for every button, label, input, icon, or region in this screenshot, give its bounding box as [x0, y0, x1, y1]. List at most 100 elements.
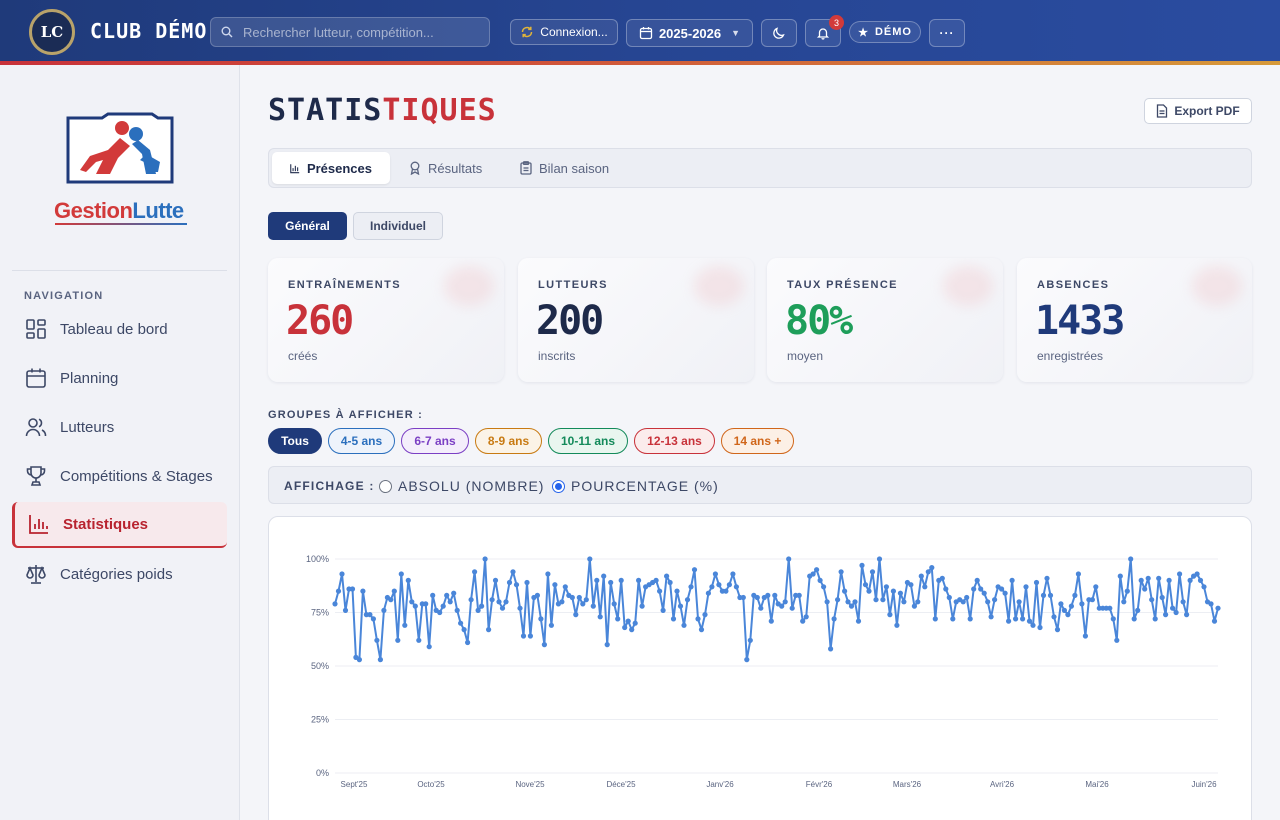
- data-point: [890, 588, 897, 594]
- data-point: [988, 614, 994, 620]
- group-chip-14-plus[interactable]: 14 ans +: [721, 428, 794, 454]
- club-logo[interactable]: LC: [29, 9, 75, 55]
- data-point: [1058, 601, 1064, 607]
- sidebar-item-planning[interactable]: Planning: [12, 355, 227, 401]
- data-point: [901, 599, 907, 605]
- more-menu-button[interactable]: ···: [929, 19, 965, 47]
- data-point: [932, 616, 938, 622]
- data-point: [1093, 584, 1099, 590]
- data-point: [524, 579, 530, 586]
- display-mode-bar: AFFICHAGE : ABSOLU (NOMBRE) POURCENTAGE …: [268, 466, 1252, 504]
- sidebar-item-label: Statistiques: [63, 515, 149, 533]
- data-point: [597, 614, 603, 620]
- stat-card-sub: enregistrées: [1037, 349, 1104, 363]
- connection-label: Connexion...: [540, 25, 608, 39]
- data-point: [1065, 612, 1071, 618]
- data-point: [1156, 575, 1162, 581]
- data-point: [499, 605, 506, 611]
- export-pdf-button[interactable]: Export PDF: [1144, 98, 1252, 124]
- y-tick-label: 50%: [311, 661, 329, 671]
- data-point: [506, 579, 513, 586]
- data-point: [335, 588, 342, 594]
- data-point: [482, 556, 488, 562]
- data-point: [946, 594, 952, 601]
- data-point: [1044, 575, 1050, 581]
- card-glow: [943, 266, 993, 306]
- page-title-part1: STATIS: [268, 93, 383, 128]
- group-chip-all[interactable]: Tous: [268, 428, 322, 454]
- group-chip-12-13[interactable]: 12-13 ans: [634, 428, 715, 454]
- data-point: [971, 586, 977, 592]
- brand-name-part2: Lutte: [132, 198, 184, 223]
- stat-card-absences: ABSENCES 1433 enregistrées: [1017, 258, 1252, 382]
- group-chip-6-7[interactable]: 6-7 ans: [401, 428, 469, 454]
- sidebar-item-competitions[interactable]: Compétitions & Stages: [12, 453, 227, 499]
- data-point: [848, 603, 855, 609]
- data-point: [1184, 612, 1190, 618]
- data-point: [1023, 584, 1029, 590]
- data-point: [465, 639, 471, 646]
- tab-presences[interactable]: Présences: [272, 152, 390, 184]
- sidebar-item-weight-categories[interactable]: Catégories poids: [12, 551, 227, 597]
- data-point: [709, 584, 715, 590]
- data-point: [1117, 573, 1123, 579]
- data-point: [447, 599, 453, 605]
- data-point: [981, 590, 987, 596]
- data-point: [1002, 590, 1008, 596]
- group-chip-8-9[interactable]: 8-9 ans: [475, 428, 542, 454]
- group-chip-4-5[interactable]: 4-5 ans: [328, 428, 395, 454]
- group-chip-10-11[interactable]: 10-11 ans: [548, 428, 628, 454]
- data-point: [454, 607, 460, 613]
- connection-button[interactable]: Connexion...: [510, 19, 618, 45]
- data-point: [548, 622, 554, 628]
- tab-season-report[interactable]: Bilan saison: [502, 152, 627, 184]
- data-point: [1121, 599, 1127, 605]
- brand-underline: [55, 223, 187, 225]
- calendar-icon: [12, 367, 60, 389]
- wrestling-logo-icon: [66, 112, 174, 184]
- view-general-button[interactable]: Général: [268, 212, 347, 240]
- brand-name-part1: Gestion: [54, 198, 133, 223]
- radio-button[interactable]: [552, 479, 565, 493]
- data-point: [388, 597, 394, 603]
- display-percent-option[interactable]: POURCENTAGE (%): [552, 478, 719, 494]
- data-point: [559, 599, 565, 605]
- data-point: [817, 577, 823, 583]
- view-individual-button[interactable]: Individuel: [353, 212, 443, 240]
- demo-badge[interactable]: ★ DÉMO: [849, 21, 921, 43]
- data-point: [1061, 607, 1067, 613]
- display-absolute-option[interactable]: ABSOLU (NOMBRE): [379, 478, 544, 494]
- x-tick-label: Nove'25: [515, 780, 545, 789]
- data-point: [723, 588, 729, 594]
- sidebar-item-statistics[interactable]: Statistiques: [12, 502, 227, 548]
- data-point: [520, 633, 527, 639]
- data-point: [960, 599, 966, 605]
- data-point: [824, 599, 830, 605]
- tab-results[interactable]: Résultats: [391, 152, 500, 184]
- data-point: [894, 622, 900, 628]
- data-point: [862, 582, 869, 588]
- search-icon: [221, 26, 233, 38]
- data-point: [1152, 616, 1158, 622]
- data-point: [636, 577, 642, 583]
- x-tick-label: Mars'26: [893, 780, 922, 789]
- sidebar-item-wrestlers[interactable]: Lutteurs: [12, 404, 227, 450]
- data-point: [842, 588, 848, 594]
- star-icon: ★: [858, 26, 869, 39]
- bell-icon: [816, 28, 830, 40]
- data-point: [541, 642, 547, 648]
- data-point: [339, 571, 345, 577]
- data-point: [664, 573, 670, 579]
- search-input[interactable]: [243, 24, 483, 40]
- search-box[interactable]: [210, 17, 490, 47]
- data-point: [576, 594, 582, 601]
- scale-icon: [12, 563, 60, 585]
- data-point: [726, 582, 732, 588]
- data-point: [1079, 601, 1085, 607]
- season-select[interactable]: 2025-2026 ▼: [626, 19, 753, 47]
- radio-button[interactable]: [379, 479, 392, 493]
- sidebar: GestionLutte NAVIGATION Tableau de bord …: [0, 65, 240, 820]
- sidebar-item-dashboard[interactable]: Tableau de bord: [12, 306, 227, 352]
- x-tick-label: Janv'26: [706, 780, 734, 789]
- dark-mode-button[interactable]: [761, 19, 797, 47]
